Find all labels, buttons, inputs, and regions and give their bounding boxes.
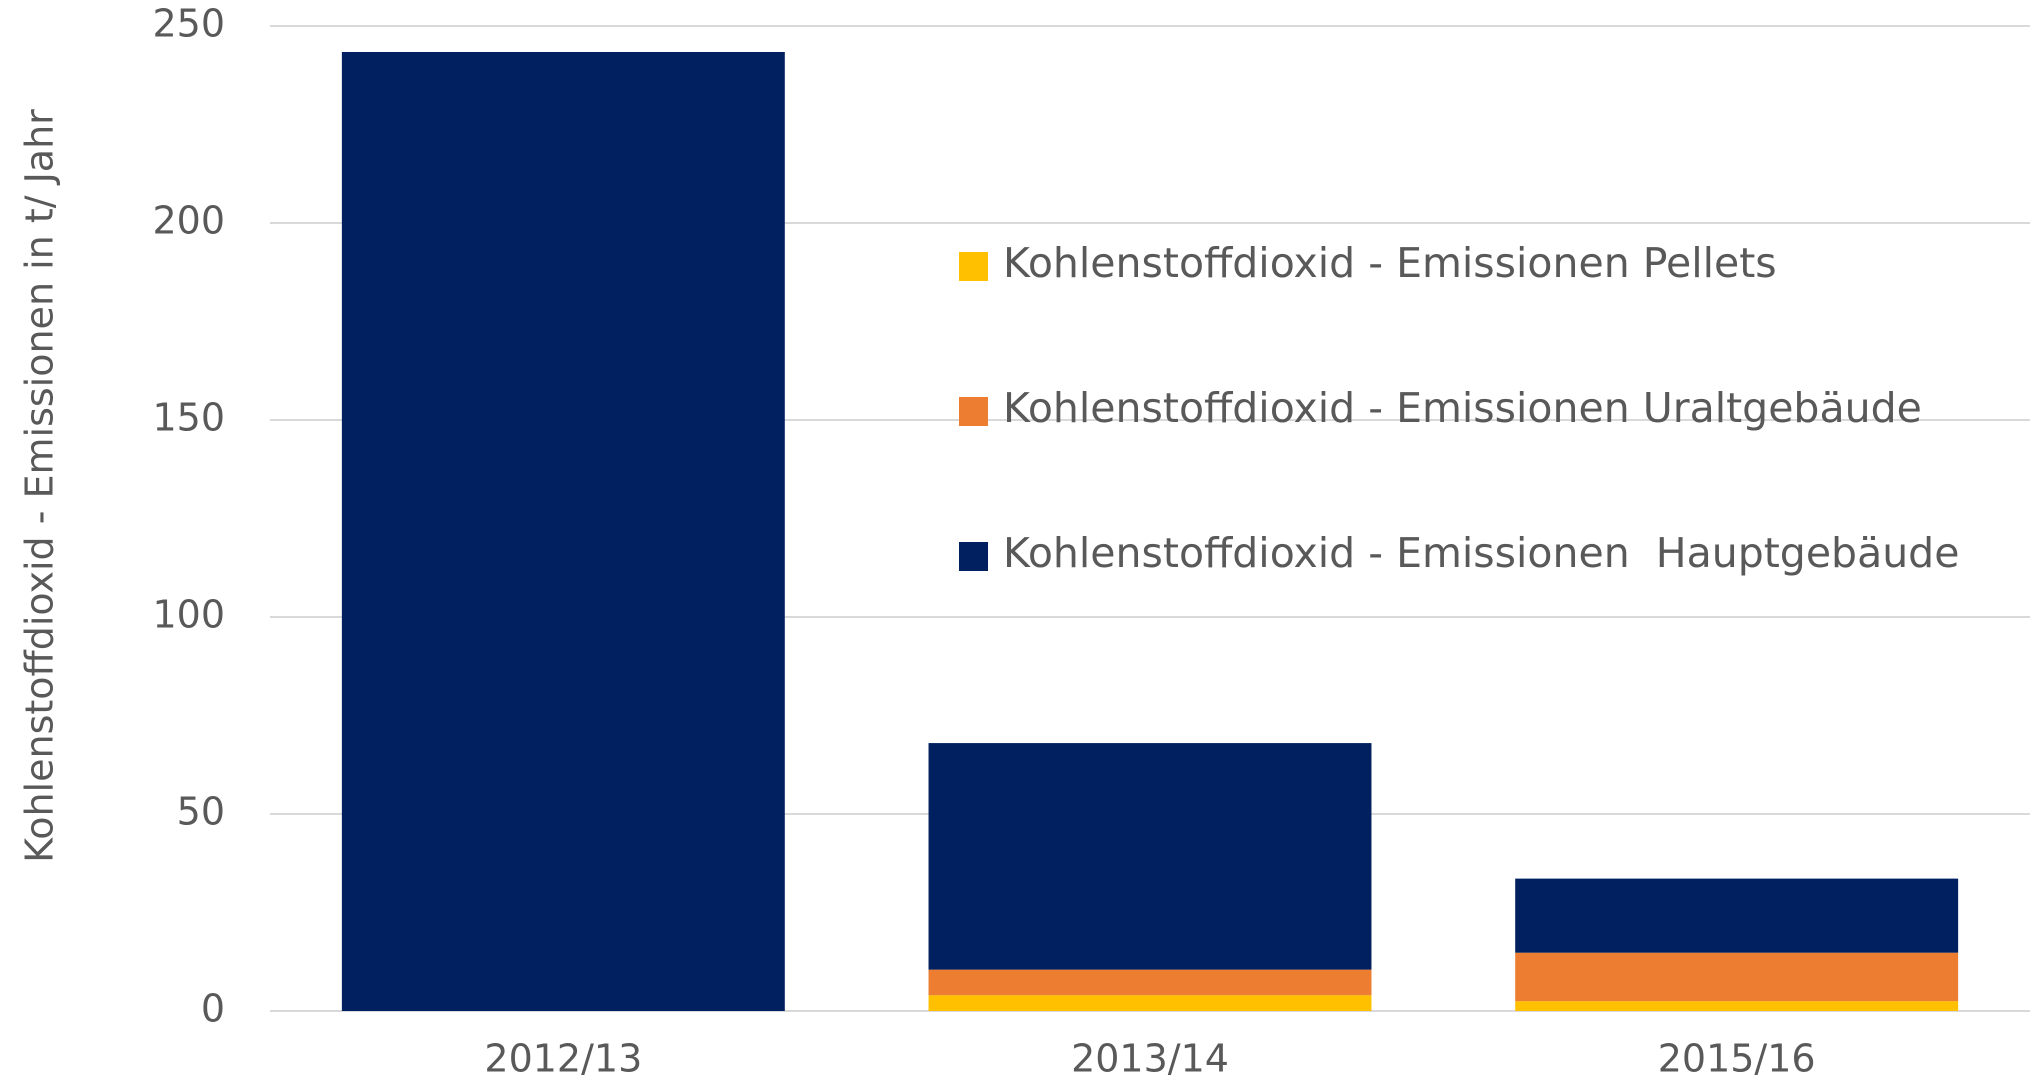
x-tick-label: 2013/14: [1071, 1037, 1229, 1081]
legend-swatch: [959, 542, 988, 571]
y-tick-label: 0: [201, 987, 225, 1031]
y-tick-label: 150: [152, 396, 225, 440]
legend-swatch: [959, 397, 988, 426]
bar-segment: [1515, 952, 1959, 1002]
y-axis-label: Kohlenstoffdioxid - Emissionen in t/ Jah…: [18, 109, 62, 863]
y-tick-label: 50: [177, 790, 225, 834]
bar-segment: [341, 52, 785, 1011]
legend-label: Kohlenstoffdioxid - Emissionen Pellets: [1003, 239, 1777, 287]
bar-segment: [1515, 1001, 1959, 1011]
legend-swatch: [959, 252, 988, 281]
y-tick-label: 250: [152, 2, 225, 46]
bar-segment: [928, 969, 1372, 996]
bar-segment: [928, 995, 1372, 1011]
y-tick-label: 200: [152, 199, 225, 243]
y-tick-label: 100: [152, 593, 225, 637]
legend-label: Kohlenstoffdioxid - Emissionen Uraltgebä…: [1003, 384, 1922, 432]
legend-label: Kohlenstoffdioxid - Emissionen Hauptgebä…: [1003, 529, 1959, 577]
x-tick-label: 2012/13: [484, 1037, 642, 1081]
bar-segment: [1515, 878, 1959, 953]
bar-segment: [928, 743, 1372, 970]
x-tick-label: 2015/16: [1658, 1037, 1816, 1081]
